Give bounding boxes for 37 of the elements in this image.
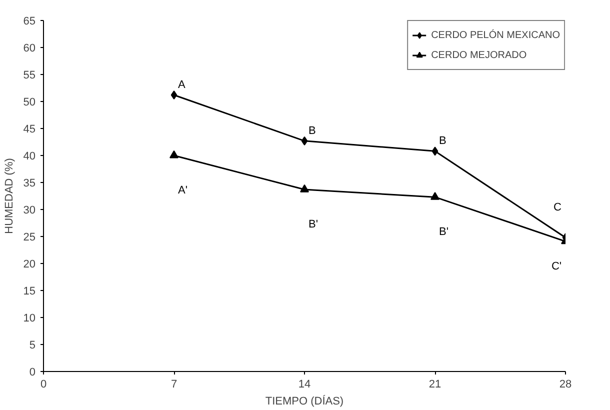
y-tick-label: 45 bbox=[23, 124, 36, 136]
x-tick-label: 0 bbox=[40, 378, 47, 390]
annotation: A' bbox=[178, 184, 188, 196]
y-tick-label: 30 bbox=[23, 204, 36, 216]
x-tick-label: 28 bbox=[559, 378, 572, 390]
legend-label: CERDO PELÓN MEXICANO bbox=[431, 29, 560, 41]
y-tick-label: 60 bbox=[23, 42, 36, 54]
annotation: C' bbox=[551, 260, 562, 272]
y-tick-label: 55 bbox=[23, 70, 36, 82]
legend-label: CERDO MEJORADO bbox=[431, 49, 527, 61]
x-tick-label: 21 bbox=[428, 378, 442, 390]
x-tick-label: 14 bbox=[298, 378, 311, 390]
annotation: B' bbox=[308, 218, 318, 231]
y-tick-label: 50 bbox=[23, 96, 36, 108]
annotation: B' bbox=[439, 226, 448, 238]
y-tick-label: 15 bbox=[23, 286, 36, 298]
point bbox=[432, 146, 438, 156]
annotation: B bbox=[439, 135, 446, 148]
annotation: C bbox=[554, 202, 562, 214]
y-tick-label: 25 bbox=[23, 232, 36, 244]
annotation: A bbox=[178, 79, 186, 92]
annotation: B bbox=[308, 124, 316, 137]
y-tick-label: 40 bbox=[23, 150, 36, 162]
point bbox=[170, 90, 178, 100]
point bbox=[170, 150, 178, 158]
y-tick-label: 0 bbox=[29, 366, 36, 378]
point bbox=[300, 184, 309, 192]
y-tick-label: 20 bbox=[23, 258, 36, 270]
y-tick-label: 35 bbox=[23, 178, 36, 190]
y-tick-label: 10 bbox=[23, 312, 36, 324]
x-tick-label: 7 bbox=[170, 378, 178, 390]
y-tick-label: 5 bbox=[29, 340, 36, 352]
point bbox=[301, 136, 308, 146]
y-axis-title: HUMEDAD (%) bbox=[3, 158, 16, 234]
point bbox=[430, 192, 440, 200]
y-tick-label: 65 bbox=[23, 16, 36, 28]
x-axis-title: TIEMPO (DÍAS) bbox=[265, 394, 344, 408]
